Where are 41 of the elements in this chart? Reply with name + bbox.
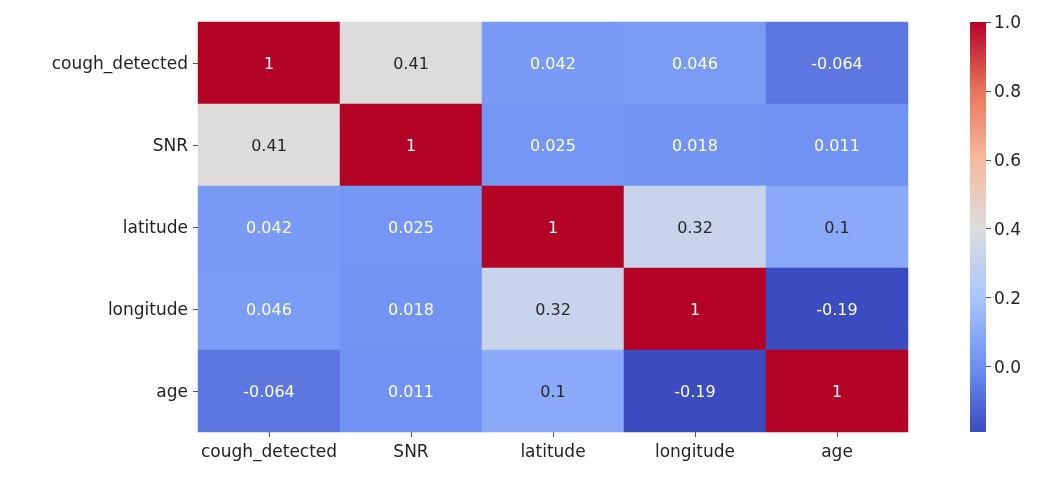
- data-label: 0.41: [251, 135, 287, 155]
- data-label: 0.046: [246, 299, 292, 319]
- data-label: 1: [405, 135, 417, 155]
- data-label: 1: [689, 299, 701, 319]
- color-bar-label: 0.0: [994, 356, 1022, 377]
- data-label: 0.042: [246, 217, 292, 237]
- data-label: 0.046: [672, 53, 718, 73]
- color-bar-label: 1.0: [994, 12, 1022, 32]
- x-tick-label: age: [821, 440, 853, 461]
- data-label: 1: [831, 381, 843, 401]
- x-tick-label: longitude: [654, 440, 736, 461]
- color-bar-label: 0.8: [994, 80, 1022, 101]
- data-label: 0.41: [393, 53, 429, 73]
- data-label: 1: [263, 53, 275, 73]
- x-tick-label: latitude: [520, 440, 586, 461]
- data-label: 0.025: [388, 217, 434, 237]
- data-label: 0.32: [535, 299, 571, 319]
- data-label: -0.064: [243, 381, 295, 401]
- y-tick-label: longitude: [107, 299, 188, 319]
- data-label: -0.19: [674, 381, 716, 401]
- data-label: -0.19: [816, 299, 858, 319]
- y-tick-label: latitude: [122, 217, 188, 237]
- y-tick-label: SNR: [152, 135, 189, 155]
- data-label: 0.025: [530, 135, 576, 155]
- data-label: 0.32: [677, 217, 713, 237]
- data-label: 0.018: [672, 135, 718, 155]
- color-bar-label: 0.2: [994, 287, 1022, 308]
- data-label: 0.1: [540, 381, 566, 401]
- y-tick-label: cough_detected: [51, 53, 188, 74]
- data-label: 1: [547, 217, 559, 237]
- y-tick-label: age: [156, 381, 188, 401]
- data-label: 0.018: [388, 299, 434, 319]
- data-label: 0.042: [530, 53, 576, 73]
- x-tick-label: cough_detected: [200, 440, 338, 462]
- color-bar-label: 0.6: [994, 149, 1022, 170]
- color-bar-label: 0.4: [994, 218, 1022, 239]
- data-label: 0.011: [388, 381, 434, 401]
- data-label: 0.011: [814, 135, 860, 155]
- data-label: 0.1: [824, 217, 850, 237]
- x-tick-label: SNR: [393, 440, 429, 461]
- data-label: -0.064: [811, 53, 863, 73]
